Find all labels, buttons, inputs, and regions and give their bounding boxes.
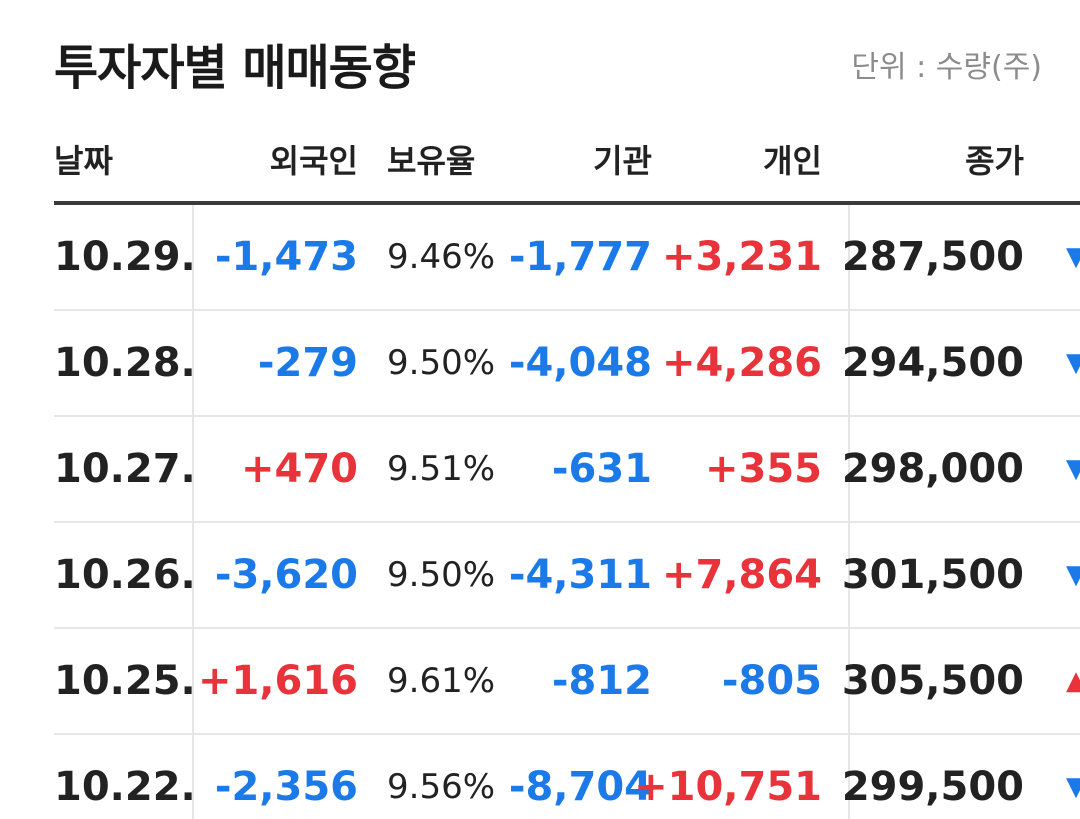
row-change-arrow-icon: ▲ — [1066, 666, 1080, 696]
table-row: 10.26. -3,620 9.50% -4,311 +7,864 301,500 ▼ — [54, 523, 1080, 629]
row-individual-net: +10,751 — [634, 764, 822, 810]
table-row: 10.29. -1,473 9.46% -1,777 +3,231 287,500 ▼ — [54, 205, 1080, 311]
row-individual-net: +3,231 — [661, 234, 822, 280]
column-header-individual: 개인 — [763, 142, 822, 180]
row-close-price: 299,500 — [841, 764, 1024, 810]
row-foreign-net: -279 — [257, 340, 358, 386]
row-foreign-net: -3,620 — [214, 552, 358, 598]
row-change-arrow-icon: ▼ — [1066, 772, 1080, 802]
row-close-price: 305,500 — [841, 658, 1024, 704]
row-change-arrow-icon: ▼ — [1066, 348, 1080, 378]
table-row: 10.25. +1,616 9.61% -812 -805 305,500 ▲ — [54, 629, 1080, 735]
row-institution-net: -1,777 — [508, 234, 652, 280]
row-date: 10.25. — [54, 658, 196, 704]
unit-label: 단위 : 수량(주) — [851, 50, 1042, 85]
column-header-institution: 기관 — [593, 142, 652, 180]
column-header-ratio: 보유율 — [387, 142, 476, 180]
row-holding-ratio: 9.56% — [387, 767, 496, 807]
row-date: 10.28. — [54, 340, 196, 386]
row-foreign-net: +470 — [240, 446, 358, 492]
row-date: 10.22. — [54, 764, 196, 810]
page-title: 투자자별 매매동향 — [54, 40, 416, 96]
table-row: 10.27. +470 9.51% -631 +355 298,000 ▼ — [54, 417, 1080, 523]
row-change-arrow-icon: ▼ — [1066, 242, 1080, 272]
column-divider-date — [192, 205, 194, 819]
row-individual-net: +4,286 — [661, 340, 822, 386]
row-close-price: 294,500 — [841, 340, 1024, 386]
row-foreign-net: -1,473 — [214, 234, 358, 280]
row-date: 10.29. — [54, 234, 196, 280]
row-institution-net: -8,704 — [508, 764, 652, 810]
column-divider-close — [848, 205, 850, 819]
table-row: 10.28. -279 9.50% -4,048 +4,286 294,500 ▼ — [54, 311, 1080, 417]
row-holding-ratio: 9.61% — [387, 661, 496, 701]
row-individual-net: +355 — [704, 446, 822, 492]
row-date: 10.27. — [54, 446, 196, 492]
table-row: 10.22. -2,356 9.56% -8,704 +10,751 299,500 ▼ — [54, 735, 1080, 819]
row-close-price: 298,000 — [841, 446, 1024, 492]
row-institution-net: -631 — [551, 446, 652, 492]
row-institution-net: -812 — [551, 658, 652, 704]
row-foreign-net: -2,356 — [214, 764, 358, 810]
trading-table-body: 10.29. -1,473 9.46% -1,777 +3,231 287,500 ▼ 10.… — [54, 205, 1080, 819]
column-header-foreign: 외국인 — [269, 142, 358, 180]
column-header-close: 종가 — [965, 142, 1024, 180]
row-change-arrow-icon: ▼ — [1066, 560, 1080, 590]
row-holding-ratio: 9.50% — [387, 555, 496, 595]
row-individual-net: +7,864 — [661, 552, 822, 598]
row-holding-ratio: 9.51% — [387, 449, 496, 489]
row-date: 10.26. — [54, 552, 196, 598]
row-foreign-net: +1,616 — [197, 658, 358, 704]
row-change-arrow-icon: ▼ — [1066, 454, 1080, 484]
row-holding-ratio: 9.50% — [387, 343, 496, 383]
row-individual-net: -805 — [721, 658, 822, 704]
row-institution-net: -4,048 — [508, 340, 652, 386]
row-holding-ratio: 9.46% — [387, 237, 496, 277]
row-institution-net: -4,311 — [508, 552, 652, 598]
column-header-date: 날짜 — [54, 142, 113, 180]
row-close-price: 287,500 — [841, 234, 1024, 280]
header-divider — [54, 201, 1080, 205]
row-close-price: 301,500 — [841, 552, 1024, 598]
